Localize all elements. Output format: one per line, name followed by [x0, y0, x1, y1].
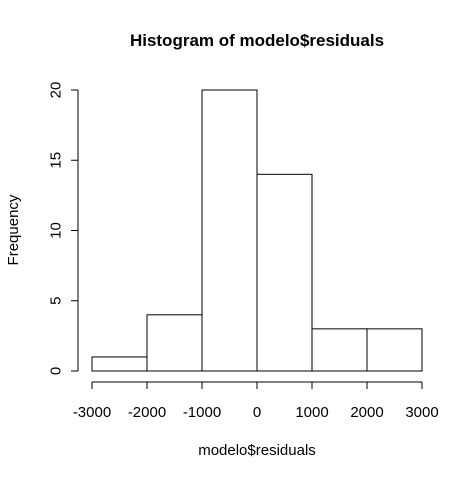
histogram-bar-3: [256, 173, 313, 372]
x-tick-label-3: 0: [253, 404, 261, 421]
y-tick-label-1: 5: [48, 297, 65, 305]
x-tick-label-4: 1000: [295, 404, 328, 421]
y-tick-label-0: 0: [48, 367, 65, 375]
x-tick-label-0: -3000: [73, 404, 111, 421]
y-axis: 0 5 10 15 20: [48, 82, 79, 375]
x-axis: -3000 -2000 -1000 0 1000 2000 3000: [73, 381, 439, 421]
x-tick-label-5: 2000: [350, 404, 383, 421]
x-tick-label-1: -2000: [128, 404, 166, 421]
chart-title: Histogram of modelo$residuals: [130, 31, 384, 50]
y-axis-label: Frequency: [5, 194, 22, 265]
histogram-bar-4: [311, 328, 368, 372]
histogram-bar-0: [91, 356, 148, 372]
x-tick-label-2: -1000: [183, 404, 221, 421]
histogram-bar-2: [201, 89, 258, 372]
y-tick-label-3: 15: [48, 152, 65, 169]
x-axis-label: modelo$residuals: [198, 442, 316, 459]
histogram-bar-1: [146, 314, 203, 372]
y-tick-label-2: 10: [48, 222, 65, 239]
bars-group: [91, 89, 423, 372]
y-tick-label-4: 20: [48, 82, 65, 99]
x-tick-label-6: 3000: [405, 404, 438, 421]
histogram-bar-5: [366, 328, 423, 372]
